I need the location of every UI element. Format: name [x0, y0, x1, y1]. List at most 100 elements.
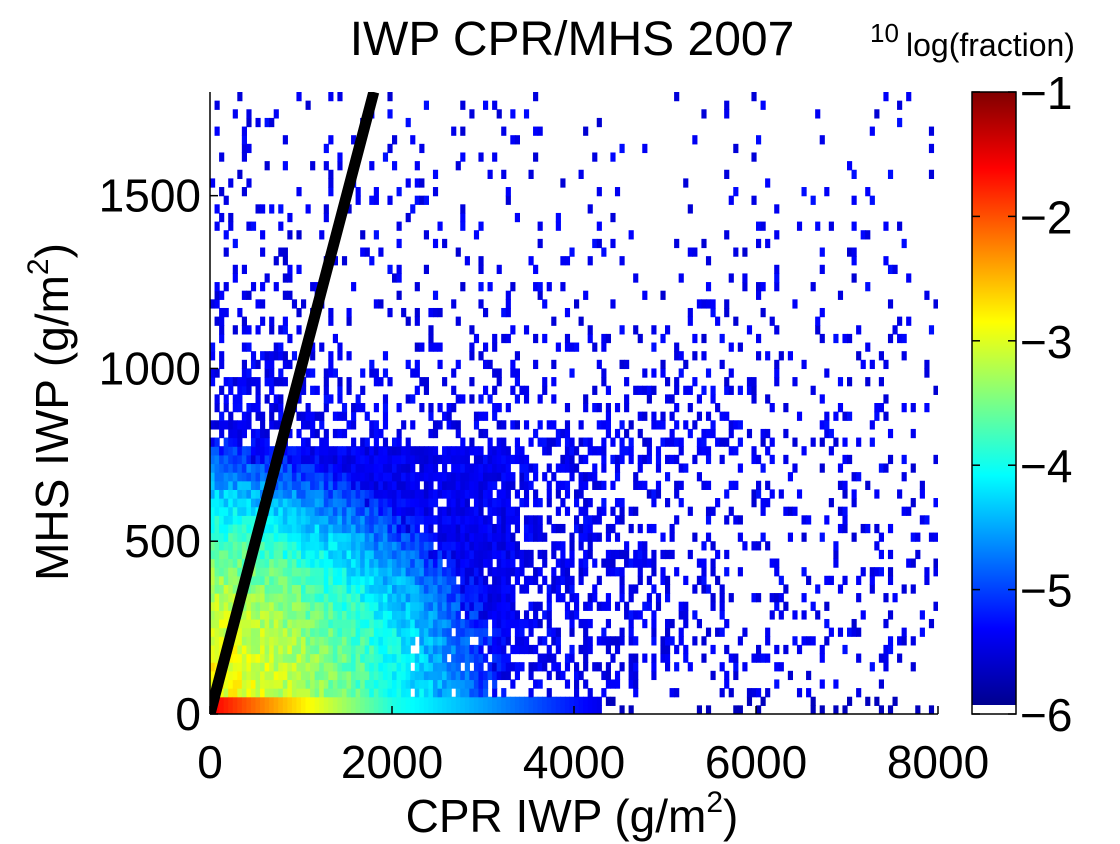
heatmap-cell — [683, 618, 689, 629]
heatmap-cell — [460, 575, 466, 586]
heatmap-cell — [683, 610, 689, 620]
heatmap-cell — [473, 420, 480, 430]
heatmap-cell — [364, 705, 370, 714]
heatmap-cell — [219, 446, 225, 456]
heatmap-cell — [301, 653, 307, 663]
heatmap-cell — [328, 489, 334, 499]
heatmap-cell — [619, 593, 625, 603]
heatmap-cell — [310, 688, 316, 698]
heatmap-cell — [219, 618, 225, 629]
heatmap-cell — [806, 670, 812, 681]
heatmap-cell — [355, 636, 361, 646]
heatmap-cell — [255, 601, 261, 611]
heatmap-cell — [328, 394, 334, 404]
heatmap-cell — [546, 670, 552, 681]
heatmap-cell — [296, 230, 302, 240]
heatmap-cell — [483, 359, 489, 370]
heatmap-cell — [419, 575, 425, 586]
heatmap-cell — [633, 688, 639, 698]
heatmap-cell — [469, 394, 475, 404]
heatmap-cell — [806, 515, 812, 525]
heatmap-cell — [255, 446, 261, 456]
heatmap-cell — [546, 610, 552, 620]
heatmap-cell — [674, 489, 680, 499]
heatmap-cell — [360, 593, 366, 603]
heatmap-cell — [360, 437, 366, 447]
heatmap-cell — [628, 679, 634, 689]
heatmap-cell — [501, 463, 507, 473]
heatmap-cell — [378, 549, 384, 560]
heatmap-cell — [328, 92, 334, 102]
heatmap-cell — [469, 558, 475, 568]
heatmap-cell — [860, 567, 866, 577]
heatmap-cell — [314, 627, 320, 637]
heatmap-cell — [401, 472, 407, 482]
heatmap-cell — [414, 307, 420, 318]
heatmap-cell — [410, 489, 416, 499]
heatmap-cell — [223, 394, 229, 404]
heatmap-cell — [460, 489, 466, 499]
heatmap-cell — [341, 411, 348, 421]
heatmap-cell — [378, 567, 384, 577]
heatmap-cell — [642, 541, 648, 551]
heatmap-cell — [328, 679, 334, 689]
heatmap-cell — [255, 584, 261, 594]
heatmap-cell — [364, 636, 370, 646]
heatmap-cell — [801, 359, 807, 370]
heatmap-cell — [237, 377, 243, 387]
heatmap-cell — [264, 541, 270, 551]
heatmap-cell — [387, 636, 393, 646]
heatmap-cell — [701, 385, 707, 395]
heatmap-cell — [323, 506, 329, 516]
heatmap-cell — [373, 472, 379, 482]
heatmap-cell — [592, 532, 598, 542]
heatmap-cell — [323, 567, 329, 577]
heatmap-cell — [601, 342, 607, 352]
heatmap-cell — [842, 644, 848, 655]
heatmap-cell — [314, 523, 320, 534]
heatmap-cell — [219, 152, 225, 162]
heatmap-cell — [360, 575, 366, 586]
heatmap-cell — [360, 679, 366, 689]
heatmap-cell — [469, 489, 475, 499]
heatmap-cell — [387, 143, 393, 154]
heatmap-cell — [401, 420, 407, 430]
heatmap-cell — [255, 428, 261, 439]
heatmap-cell — [578, 532, 584, 542]
heatmap-cell — [392, 567, 398, 577]
heatmap-cell — [674, 454, 680, 465]
heatmap-cell — [264, 532, 270, 542]
colorbar-tick-label: −1 — [1020, 67, 1072, 119]
heatmap-cell — [455, 472, 461, 482]
heatmap-cell — [851, 618, 857, 629]
heatmap-cell — [724, 169, 730, 179]
heatmap-cell — [687, 549, 693, 560]
heatmap-cell — [378, 593, 384, 603]
heatmap-cell — [865, 523, 871, 534]
heatmap-cell — [351, 446, 357, 456]
heatmap-cell — [464, 593, 470, 603]
heatmap-cell — [492, 385, 498, 395]
heatmap-cell — [583, 627, 589, 637]
heatmap-cell — [369, 662, 375, 672]
heatmap-cell — [473, 653, 480, 663]
heatmap-cell — [605, 411, 611, 421]
heatmap-cell — [696, 411, 702, 421]
heatmap-cell — [219, 290, 225, 300]
heatmap-cell — [392, 610, 398, 620]
heatmap-cell — [301, 489, 307, 499]
heatmap-cell — [492, 670, 498, 681]
heatmap-cell — [387, 627, 393, 637]
heatmap-cell — [710, 385, 716, 395]
heatmap-cell — [569, 575, 575, 586]
heatmap-cell — [614, 187, 621, 197]
heatmap-cell — [405, 679, 411, 689]
heatmap-cell — [346, 696, 352, 706]
heatmap-cell — [705, 532, 712, 542]
heatmap-cell — [533, 152, 539, 162]
heatmap-cell — [410, 670, 416, 681]
heatmap-cell — [537, 662, 543, 672]
heatmap-cell — [337, 549, 343, 560]
heatmap-cell — [296, 567, 302, 577]
heatmap-cell — [847, 333, 853, 344]
